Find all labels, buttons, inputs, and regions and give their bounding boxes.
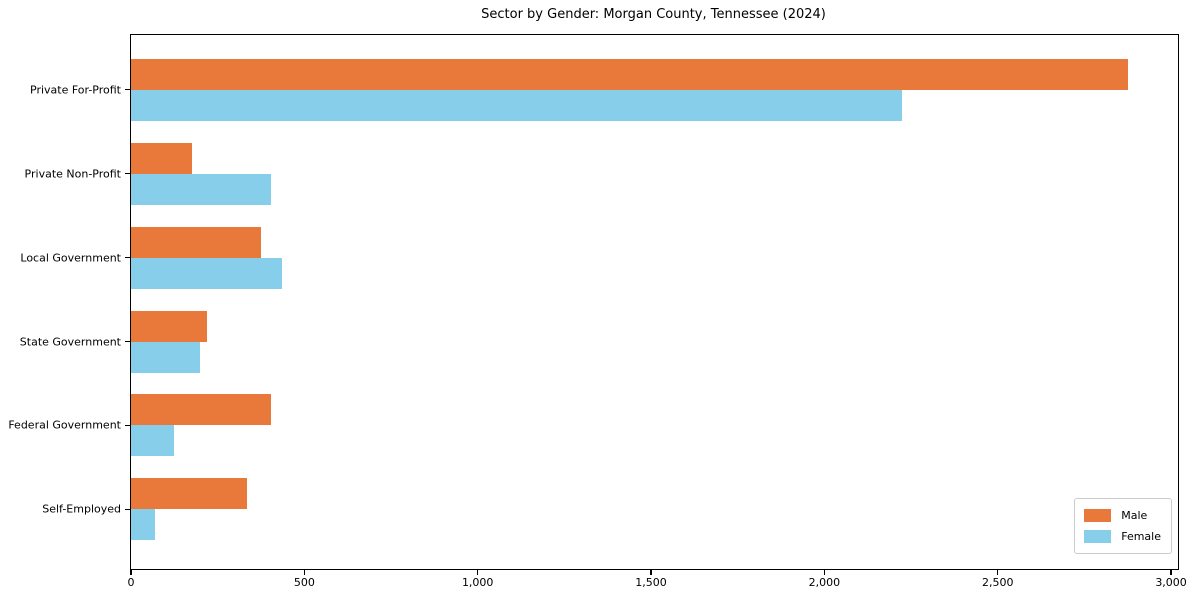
legend-label-male: Male [1121,509,1148,522]
y-tick-private-non-profit [124,172,130,175]
y-tick-state-government [124,340,130,343]
x-label-1000: 1,000 [461,576,494,589]
y-label-state-government: State Government [19,335,121,349]
bar-state-government-female [131,341,201,373]
y-label-federal-government: Federal Government [8,418,121,432]
chart-title: Sector by Gender: Morgan County, Tenness… [481,7,826,22]
bar-federal-government-male [131,394,272,426]
bar-federal-government-female [131,425,175,457]
bar-local-government-male [131,226,261,258]
x-tick-3000 [1170,570,1172,576]
y-label-local-government: Local Government [20,251,121,265]
y-tick-local-government [124,256,130,259]
y-label-self-employed: Self-Employed [42,502,121,516]
legend-item-male: Male [1084,505,1161,526]
x-label-2500: 2,500 [981,576,1014,589]
bar-private-non-profit-male [131,142,192,174]
bar-state-government-male [131,310,208,342]
y-tick-federal-government [124,424,130,427]
plot-area: Private For-Profit Private Non-Profit Loca… [8,34,1187,589]
x-label-3000: 3,000 [1155,576,1187,589]
bar-self-employed-male [131,478,248,510]
x-tick-2000 [823,570,826,576]
x-tick-1000 [477,570,479,576]
legend: Male Female [1074,498,1172,554]
bar-private-for-profit-female [131,89,903,121]
y-tick-private-for-profit [124,89,130,91]
y-tick-self-employed [124,508,130,511]
x-label-500: 500 [293,576,315,589]
bar-private-for-profit-male [131,58,1128,90]
bar-local-government-female [131,257,282,289]
x-label-1500: 1,500 [635,576,667,589]
legend-label-female: Female [1121,530,1161,543]
x-tick-2500 [997,570,999,576]
x-label-2000: 2,000 [808,576,841,589]
bar-private-non-profit-female [131,173,272,205]
x-tick-0 [130,570,132,576]
bar-self-employed-female [131,509,156,541]
y-label-private-for-profit: Private For-Profit [30,83,121,97]
y-label-private-non-profit: Private Non-Profit [24,167,121,181]
x-label-0: 0 [127,576,135,589]
legend-item-female: Female [1084,526,1161,547]
x-tick-1500 [650,570,652,576]
legend-swatch-female [1084,530,1112,543]
x-tick-500 [303,570,305,576]
legend-swatch-male [1084,509,1112,522]
